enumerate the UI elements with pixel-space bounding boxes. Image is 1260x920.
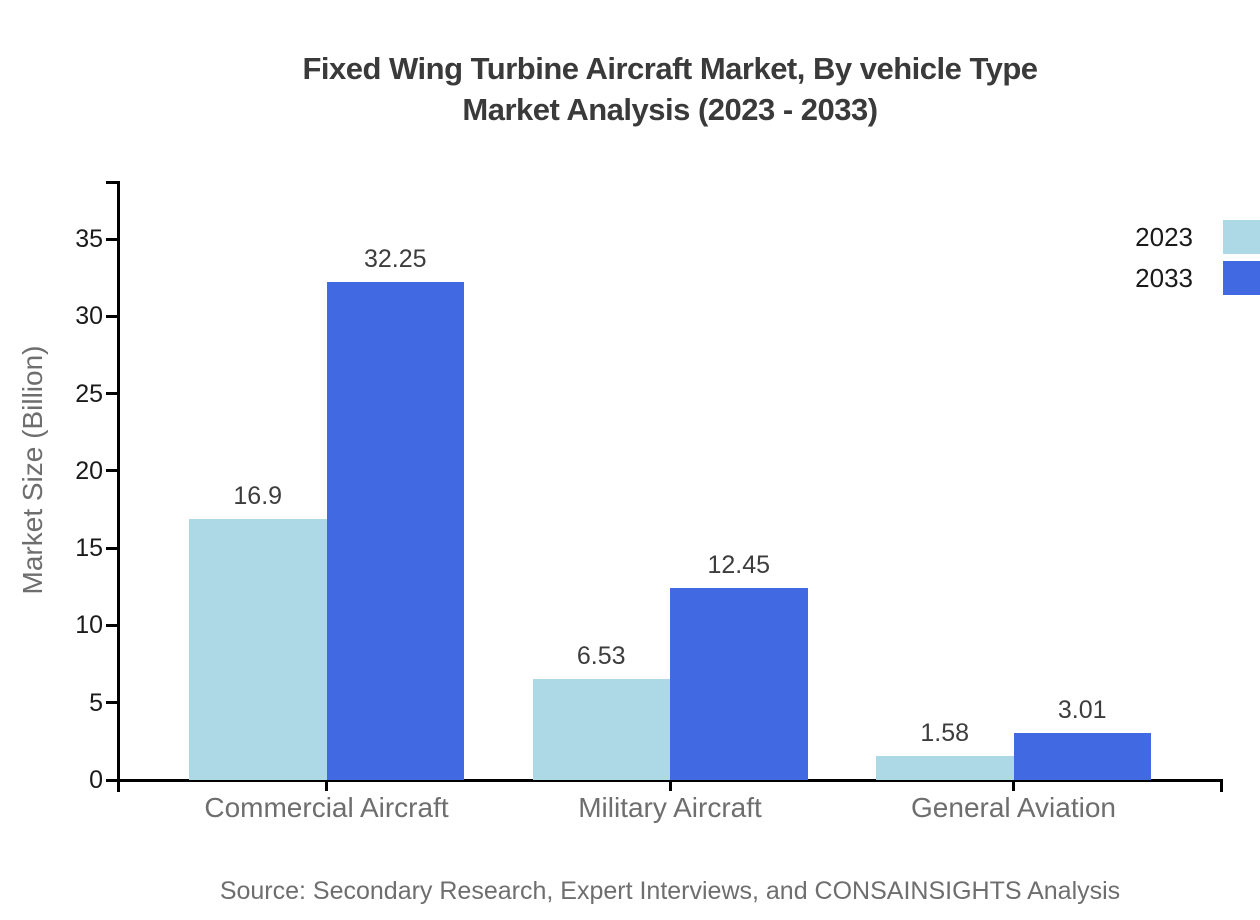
category-label: General Aviation (911, 792, 1116, 823)
y-tick-label: 15 (75, 534, 103, 563)
category-label: Commercial Aircraft (204, 792, 449, 823)
y-tick-label: 25 (75, 379, 103, 408)
y-tick (106, 469, 117, 473)
legend-swatch (1223, 261, 1260, 295)
y-tick (106, 314, 117, 318)
legend-label: 2023 (1135, 222, 1193, 252)
legend: 2023 2033 (1135, 220, 1260, 302)
bar-value-label: 1.58 (920, 718, 970, 747)
legend-swatch (1223, 220, 1260, 254)
y-tick-label: 20 (75, 456, 103, 485)
category-tick (1012, 780, 1015, 791)
chart-title-line1: Fixed Wing Turbine Aircraft Market, By v… (302, 51, 1038, 86)
chart-title: Fixed Wing Turbine Aircraft Market, By v… (120, 48, 1220, 130)
y-tick (106, 546, 117, 550)
bar-value-label: 16.9 (233, 481, 283, 510)
category-tick (668, 780, 672, 791)
y-tick-label: 0 (89, 766, 103, 794)
bar-2033 (326, 281, 464, 780)
category-tick (325, 780, 328, 791)
bar-2023 (876, 755, 1014, 780)
source-note: Source: Secondary Research, Expert Inter… (219, 877, 1121, 905)
y-tick-label: 35 (75, 225, 103, 253)
y-tick-label: 10 (75, 611, 103, 640)
y-tick (106, 701, 117, 705)
bar-2033 (670, 587, 808, 780)
bar-value-label: 3.01 (1057, 696, 1107, 725)
category-label: Military Aircraft (578, 792, 762, 823)
bar-2023 (189, 518, 327, 780)
y-tick (106, 237, 117, 241)
legend-item: 2023 (1135, 220, 1260, 254)
legend-item: 2033 (1135, 261, 1260, 295)
chart-title-line2: Market Analysis (2023 - 2033) (462, 92, 878, 127)
y-tick-label: 30 (75, 302, 103, 331)
legend-label: 2033 (1135, 263, 1193, 293)
bar-2033 (1013, 733, 1151, 780)
y-tick (106, 623, 117, 627)
bar-value-label: 6.53 (576, 642, 626, 671)
y-axis-top-cap (106, 181, 118, 184)
bar-value-label: 32.25 (363, 244, 427, 273)
x-axis-right-cap (1219, 780, 1223, 792)
y-tick (106, 392, 117, 396)
y-axis-line (116, 181, 120, 792)
bar-value-label: 12.45 (707, 550, 771, 579)
y-tick (106, 778, 117, 782)
y-tick-label: 5 (89, 688, 103, 717)
bar-2023 (532, 679, 670, 780)
